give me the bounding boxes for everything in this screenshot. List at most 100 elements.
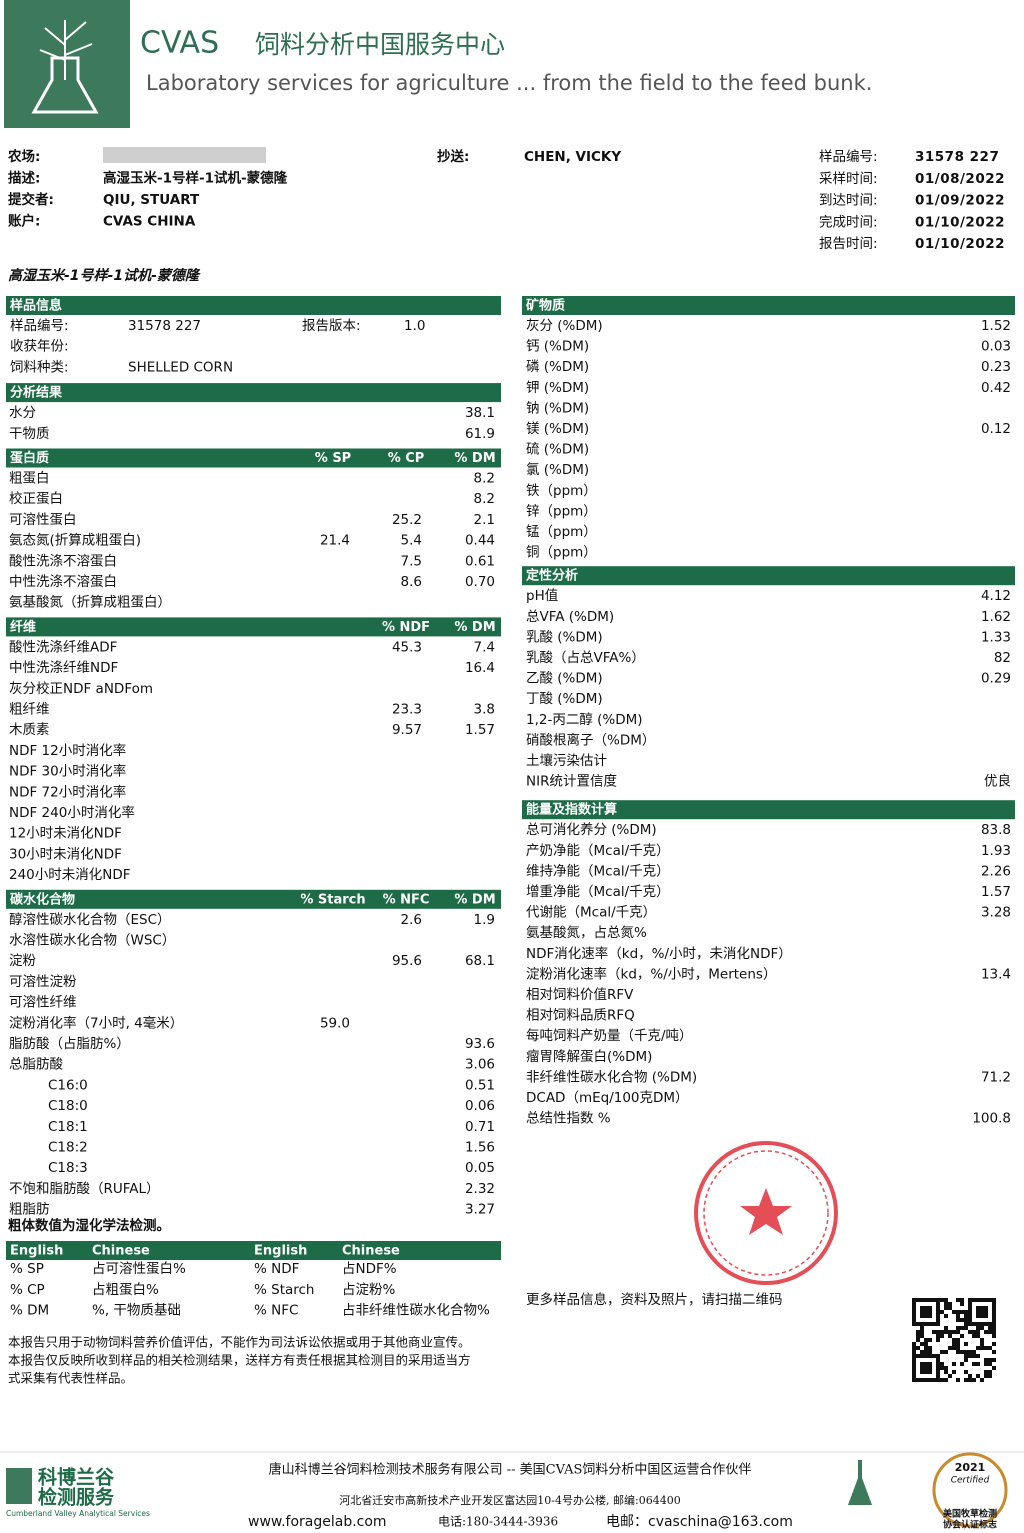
row-value: 9.57 [392,722,422,738]
row-label: 土壤污染估计 [526,752,607,769]
meta-value: 01/10/2022 [915,214,1005,230]
qr-module [956,1298,960,1302]
qr-module [948,1334,952,1338]
row-label: 相对饲料价值RFV [526,987,634,1003]
row-label: 乳酸 (%DM) [526,629,603,645]
meta-label: 提交者: [8,191,54,208]
qr-module [988,1326,992,1330]
qr-module [912,1350,916,1354]
qr-module [960,1326,964,1330]
column-header: % NDF [382,620,430,635]
qr-module [944,1378,948,1382]
qr-module [988,1362,992,1366]
qr-module [924,1366,928,1370]
qr-module [988,1374,992,1378]
row-label: 非纤维性碳水化合物 (%DM) [526,1069,697,1085]
qr-module [924,1362,928,1366]
footer-flask [848,1460,872,1505]
row-value: 0.71 [465,1119,495,1135]
qr-module [964,1318,968,1322]
row-value: 3.28 [981,905,1011,921]
row-label: 总结性指数 % [526,1111,611,1127]
row-label: 相对饲料品质RFQ [526,1008,635,1024]
info-value: 1.0 [404,318,425,334]
logo-flask [31,56,99,114]
meta-label: 报告时间: [819,236,878,252]
glossary-cell: % DM [10,1303,49,1319]
info-label: 样品编号: [10,318,69,334]
row-value: 1.93 [981,843,1011,859]
qr-module [992,1298,996,1302]
qr-module [912,1342,916,1346]
qr-module [964,1342,968,1346]
row-value: 2.32 [465,1181,495,1197]
qr-module [980,1326,984,1330]
row-label: 丁酸 (%DM) [526,691,603,707]
qr-module [992,1342,996,1346]
qr-module [932,1298,936,1302]
qr-module [984,1322,988,1326]
column-header: % DM [454,620,495,635]
disclaimer: 本报告仅反映所收到样品的相关检测结果，送样方有责任根据其检测目的采用适当方 [8,1353,471,1368]
qr-module [912,1366,916,1370]
column-header: % SP [315,451,351,466]
qr-module [952,1330,956,1334]
qr-module [984,1374,988,1378]
row-value: 3.27 [465,1202,495,1218]
qr-module [936,1338,940,1342]
qr-module [912,1358,916,1362]
meta-value: 01/09/2022 [915,193,1005,209]
meta-label: 完成时间: [819,214,878,230]
qr-code [912,1298,996,1382]
qr-module [936,1358,940,1362]
row-value: 1.62 [981,609,1011,625]
row-value: 7.4 [474,639,495,655]
row-value: 1.57 [465,722,495,738]
row-label: 锰（ppm） [526,524,597,540]
qr-module [984,1370,988,1374]
qr-module [984,1314,988,1318]
row-label: 可溶性蛋白 [9,512,77,528]
qr-module [928,1362,932,1366]
row-label: 灰分校正NDF aNDFom [9,680,153,697]
row-label: 产奶净能（Mcal/千克） [526,843,670,859]
row-value: 13.4 [981,966,1011,982]
qr-module [964,1354,968,1358]
qr-module [968,1298,972,1302]
qr-module [968,1318,972,1322]
qr-module [976,1330,980,1334]
qr-module [936,1314,940,1318]
qr-module [928,1366,932,1370]
qr-module [936,1298,940,1302]
qr-module [920,1314,924,1318]
section-title: 蛋白质 [10,450,49,466]
qr-module [928,1350,932,1354]
footer-logo-en: Cumberland Valley Analytical Services [6,1509,150,1518]
qr-module [956,1342,960,1346]
qr-module [980,1310,984,1314]
section-header [6,889,501,909]
logo-box [4,0,130,128]
qr-module [976,1326,980,1330]
info-label: 收获年份: [10,339,69,355]
info-label: 报告版本: [302,318,361,334]
qr-module [972,1378,976,1382]
qr-module [924,1322,928,1326]
row-value: 1.57 [981,884,1011,900]
qr-module [944,1298,948,1302]
meta-value: 高湿玉米-1号样-1试机-蒙德隆 [103,170,288,187]
row-label: 灰分 (%DM) [526,318,603,334]
qr-module [968,1302,972,1306]
row-value: 45.3 [392,639,422,655]
qr-module [916,1298,920,1302]
row-label: 中性洗涤纤维NDF [9,660,118,676]
qr-module [936,1310,940,1314]
row-label: NIR统计置信度 [526,774,617,790]
qr-module [984,1358,988,1362]
row-label: 乙酸 (%DM) [526,671,603,687]
badge-year: 2021 [955,1461,986,1474]
qr-module [968,1378,972,1382]
row-label: 淀粉消化速率（kd，%/小时，Mertens） [526,965,776,982]
section-title: 碳水化合物 [10,891,75,907]
glossary-header: English [254,1244,307,1259]
